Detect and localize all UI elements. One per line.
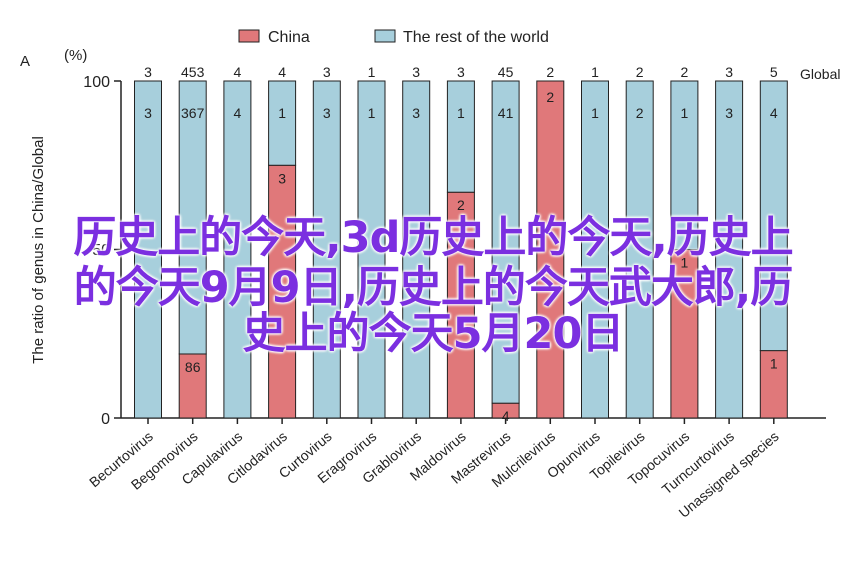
- data-label-china-unassigned-species: 1: [770, 356, 778, 372]
- y-tick-label-50: 50: [92, 242, 110, 259]
- global-count-opunvirus: 1: [591, 64, 599, 80]
- global-count-topilevirus: 2: [636, 64, 644, 80]
- bar-rest-unassigned-species: [759, 80, 788, 352]
- global-count-grablovirus: 3: [412, 64, 420, 80]
- data-label-rest-becurtovirus: 3: [144, 105, 152, 121]
- y-tick-label-0: 0: [101, 411, 110, 428]
- bar-rest-becurtovirus: [134, 80, 162, 419]
- y-unit-label: (%): [64, 47, 87, 64]
- data-label-rest-topilevirus: 2: [636, 105, 644, 121]
- legend-swatch-china: [238, 29, 260, 43]
- bar-rest-turncurtovirus: [715, 80, 744, 419]
- bar-rest-begomovirus: [178, 80, 207, 355]
- y-tick-label-100: 100: [83, 74, 110, 91]
- legend-label-rest-of-world: The rest of the world: [403, 29, 549, 46]
- bar-china-topocuvirus: [670, 249, 699, 419]
- data-label-rest-maldovirus: 1: [457, 105, 465, 121]
- legend: China The rest of the world: [238, 29, 549, 46]
- global-count-begomovirus: 453: [181, 64, 205, 80]
- bar-china-maldovirus: [446, 191, 475, 419]
- bar-rest-maldovirus: [446, 80, 475, 193]
- global-header: Global: [800, 66, 840, 82]
- data-label-rest-topocuvirus: 1: [681, 105, 689, 121]
- data-label-china-mulcrilevirus: 2: [546, 89, 554, 105]
- global-count-topocuvirus: 2: [681, 64, 689, 80]
- global-count-turncurtovirus: 3: [725, 64, 733, 80]
- legend-label-china: China: [268, 29, 310, 46]
- data-label-rest-grablovirus: 3: [412, 105, 420, 121]
- data-label-rest-capulavirus: 4: [234, 105, 242, 121]
- overlay-line-3: 史上的今天5月20日: [242, 309, 625, 359]
- data-label-china-citlodavirus: 3: [278, 170, 286, 186]
- bar-rest-topilevirus: [625, 80, 654, 419]
- data-label-china-mastrevirus: 4: [502, 408, 510, 424]
- bar-china-citlodavirus: [268, 164, 297, 419]
- legend-swatch-rest-of-world: [374, 29, 396, 43]
- data-label-rest-curtovirus: 3: [323, 105, 331, 121]
- bar-rest-eragrovirus: [357, 80, 386, 419]
- bar-rest-mastrevirus: [491, 80, 520, 404]
- global-count-unassigned-species: 5: [770, 64, 778, 80]
- panel-label: A: [20, 53, 30, 70]
- data-label-rest-eragrovirus: 1: [368, 105, 376, 121]
- bar-rest-capulavirus: [223, 80, 252, 419]
- data-label-rest-opunvirus: 1: [591, 105, 599, 121]
- data-label-rest-mastrevirus: 41: [498, 105, 514, 121]
- global-count-mulcrilevirus: 2: [546, 64, 554, 80]
- global-count-maldovirus: 3: [457, 64, 465, 80]
- bars-layer: 33Becurtovirus36786453Begomovirus44Capul…: [86, 64, 788, 521]
- overlay-line-1: 历史上的今天,3d历史上的今天,历史上: [73, 213, 793, 263]
- data-label-rest-unassigned-species: 4: [770, 105, 778, 121]
- global-count-becurtovirus: 3: [144, 64, 152, 80]
- data-label-rest-begomovirus: 367: [181, 105, 205, 121]
- data-label-china-begomovirus: 86: [185, 359, 201, 375]
- y-axis-title: The ratio of genus in China/Global: [30, 136, 47, 364]
- global-count-mastrevirus: 45: [498, 64, 514, 80]
- global-count-eragrovirus: 1: [368, 64, 376, 80]
- overlay-line-2: 的今天9月9日,历史上的今天武大郎,历: [73, 263, 794, 313]
- bar-rest-citlodavirus: [268, 80, 297, 166]
- bar-rest-topocuvirus: [670, 80, 699, 250]
- data-label-rest-citlodavirus: 1: [278, 105, 286, 121]
- global-count-capulavirus: 4: [234, 64, 242, 80]
- global-count-citlodavirus: 4: [278, 64, 286, 80]
- data-label-china-maldovirus: 2: [457, 197, 465, 213]
- global-count-curtovirus: 3: [323, 64, 331, 80]
- bar-rest-opunvirus: [581, 80, 609, 419]
- data-label-china-topocuvirus: 1: [681, 255, 689, 271]
- data-label-rest-turncurtovirus: 3: [725, 105, 733, 121]
